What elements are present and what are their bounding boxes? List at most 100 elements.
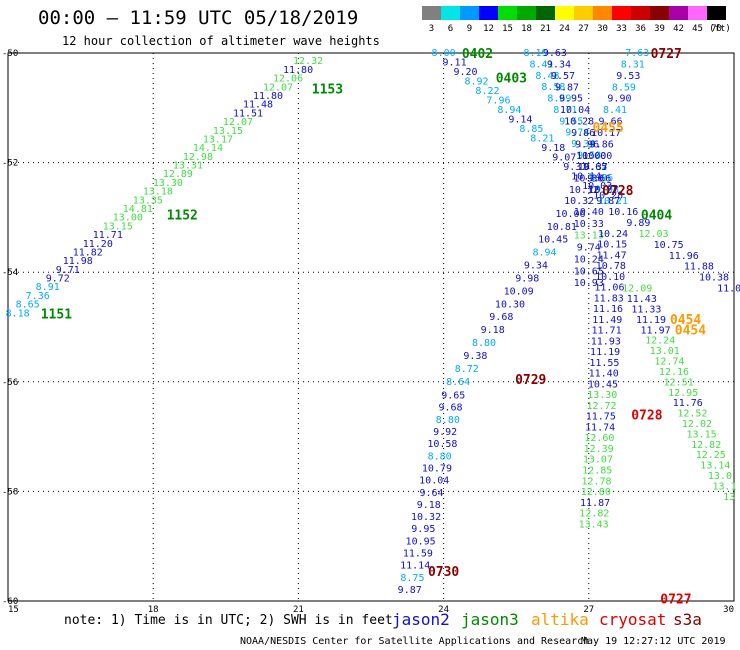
swh-value: 12.07	[263, 82, 293, 93]
legend-value: 36	[635, 24, 646, 34]
color-legend: 3 6 9 12 15 18 21 24 27 30 33 36 39 42 45 70(ft)	[422, 6, 731, 34]
swh-value: 11.19	[636, 315, 666, 326]
swh-value: 8.80	[428, 451, 452, 462]
swh-value: 7.96	[486, 95, 510, 106]
legend-value: 45	[692, 24, 703, 34]
pass-label: 0454	[675, 324, 706, 339]
swh-value: 11.14	[400, 561, 430, 572]
swh-value: 8.19	[524, 48, 548, 59]
legend-swatch	[688, 6, 707, 20]
swh-value: 12.82	[691, 440, 721, 451]
legend-swatch	[555, 6, 574, 20]
swh-value: 12.51	[664, 377, 694, 388]
swh-value: 8.48	[535, 71, 559, 82]
swh-value: 9.98	[595, 185, 619, 196]
swh-value: 10.16	[608, 207, 638, 218]
swh-value: 12.07	[223, 117, 253, 128]
swh-value: 10.78	[596, 261, 626, 272]
y-tick-label: -54	[2, 268, 18, 278]
swh-value: 13.15	[103, 221, 133, 232]
legend-swatch	[536, 6, 555, 20]
swh-value: 11.40	[589, 369, 619, 380]
swh-value: 11.80	[253, 91, 283, 102]
swh-value: 10.38	[699, 273, 729, 284]
swh-value: 13.30	[587, 390, 617, 401]
swh-value: 13.31	[173, 161, 203, 172]
swh-value: 8.18	[6, 308, 30, 319]
chart-title: 00:00 — 11:59 UTC 05/18/2019	[38, 7, 358, 29]
swh-value: 9.89	[626, 218, 650, 229]
swh-value: 13.43	[579, 519, 609, 530]
swh-value: 12.24	[645, 336, 675, 347]
swh-value: 10.24	[574, 254, 604, 265]
swh-value: 8.80	[436, 415, 460, 426]
swh-value: 10.17	[591, 128, 621, 139]
pass-label: 0729	[515, 373, 546, 388]
x-tick-labels: 15 18 21 24 27 30	[8, 605, 734, 615]
swh-value: 8.59	[612, 82, 636, 93]
swh-value: 11.75	[586, 412, 616, 423]
swh-value: 10.40	[574, 207, 604, 218]
swh-value: 8.91	[36, 282, 60, 293]
legend-value: 6	[448, 24, 453, 34]
swh-value: 7.36	[26, 291, 50, 302]
swh-value: 9.55	[559, 116, 583, 127]
legend-swatch	[612, 6, 631, 20]
swh-value: 13.18	[143, 187, 173, 198]
swh-value: 10.65	[574, 266, 604, 277]
legend-swatch	[517, 6, 536, 20]
swh-value: 9.71	[56, 265, 80, 276]
swh-value: 13	[723, 492, 735, 503]
swh-value: 11.49	[592, 315, 622, 326]
swh-value: 10.79	[422, 463, 452, 474]
swh-value: 12.80	[581, 487, 611, 498]
chart-subtitle: 12 hour collection of altimeter wave hei…	[62, 34, 380, 48]
swh-value: 12.52	[677, 409, 707, 420]
swh-value: 10.14	[571, 171, 601, 182]
swh-value: 8.94	[533, 248, 557, 259]
satellite-name: cryosat	[599, 610, 666, 629]
swh-value: 9.87	[555, 82, 579, 93]
legend-swatch	[669, 6, 688, 20]
swh-value: 12.82	[579, 509, 609, 520]
swh-value: 8.80	[472, 338, 496, 349]
swh-value: 11.93	[591, 336, 621, 347]
swh-value: 11.82	[73, 247, 103, 258]
swh-value: 10.28	[564, 117, 594, 128]
swh-value: 10.24	[598, 229, 628, 240]
swh-value: 11.87	[580, 498, 610, 509]
swh-value: 8.69	[547, 94, 571, 105]
swh-value: 11.06	[594, 283, 624, 294]
swh-value: 13.15	[687, 429, 717, 440]
swh-value: 12.09	[622, 284, 652, 295]
swh-value: 9.11	[443, 57, 467, 68]
swh-value: 11.51	[233, 108, 263, 119]
pass-label: 1151	[41, 307, 72, 322]
swh-value: 10.33	[574, 219, 604, 230]
swh-value: 11.48	[243, 100, 273, 111]
swh-value: 12.03	[638, 229, 668, 240]
swh-value: 8.71	[553, 105, 577, 116]
swh-value: 12.98	[183, 152, 213, 163]
swh-value: 9.07	[552, 152, 576, 163]
swh-value: 14.14	[193, 143, 223, 154]
swh-value: 11.96	[669, 251, 699, 262]
pass-label: 0403	[496, 72, 527, 87]
pass-label: 0727	[651, 47, 682, 62]
x-tick-label: 30	[723, 605, 734, 615]
swh-value: 9.37	[563, 162, 587, 173]
swh-value: 9.34	[524, 261, 548, 272]
swh-value: 10.04	[419, 476, 449, 487]
swh-value: 10.93	[574, 278, 604, 289]
legend-unit: (ft)	[709, 24, 731, 34]
swh-value: 14.81	[123, 204, 153, 215]
swh-value: 12.02	[682, 419, 712, 430]
swh-value: 9.18	[481, 325, 505, 336]
pass-label: 0728	[631, 409, 662, 424]
swh-value: 9.63	[543, 48, 567, 59]
legend-value: 39	[654, 24, 665, 34]
swh-value: 9.18	[541, 143, 565, 154]
swh-value: 12.89	[163, 169, 193, 180]
footer-credit: NOAA/NESDIS Center for Satellite Applica…	[240, 636, 589, 647]
